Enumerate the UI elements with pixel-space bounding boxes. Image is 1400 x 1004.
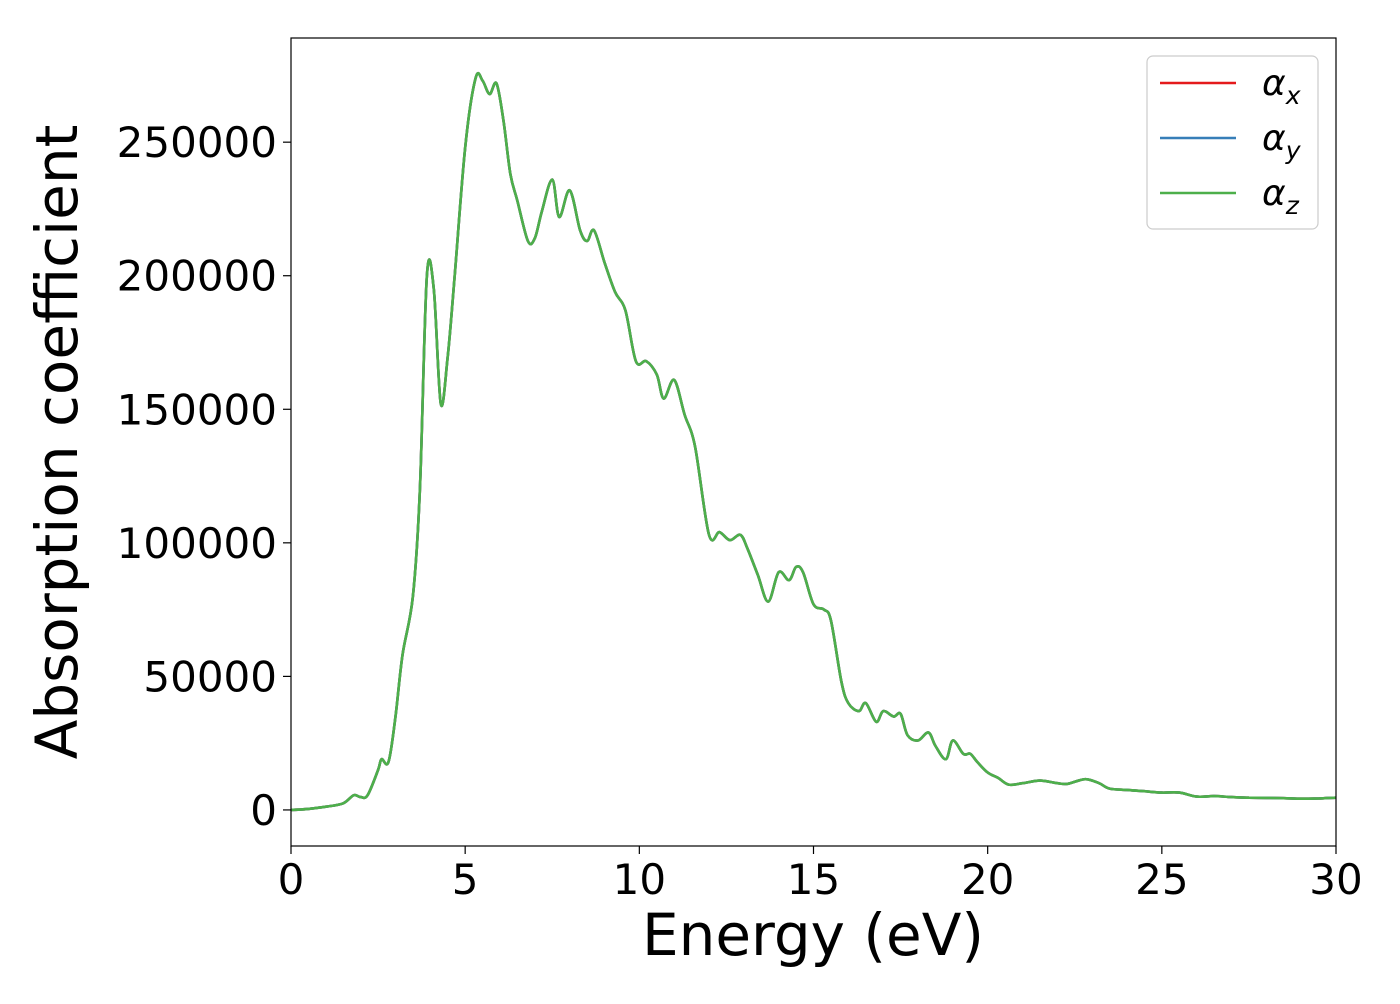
series-line-alpha-z xyxy=(290,72,1337,812)
x-tick-label: 15 xyxy=(787,855,840,904)
series-layer xyxy=(290,72,1337,812)
legend-label-alpha-x: αx xyxy=(1262,63,1301,110)
y-tick-label: 0 xyxy=(250,786,277,835)
x-tick-label: 0 xyxy=(278,855,305,904)
legend-box xyxy=(1146,55,1319,230)
y-tick-label: 50000 xyxy=(143,652,277,701)
y-axis-label: Absorption coefficient xyxy=(23,125,91,760)
legend-label-alpha-z: αz xyxy=(1262,173,1300,220)
y-tick-label: 100000 xyxy=(117,519,277,568)
legend: αx αy αz xyxy=(1146,55,1319,230)
x-tick-label: 20 xyxy=(961,855,1014,904)
y-tick-label: 250000 xyxy=(117,118,277,167)
legend-label-alpha-y: αy xyxy=(1262,118,1302,165)
y-axis-ticks: 0 50000 100000 150000 200000 250000 xyxy=(117,118,291,835)
x-tick-label: 10 xyxy=(613,855,666,904)
x-axis-label: Energy (eV) xyxy=(642,901,984,969)
x-tick-label: 25 xyxy=(1135,855,1188,904)
y-tick-label: 200000 xyxy=(117,252,277,301)
y-tick-label: 150000 xyxy=(117,385,277,434)
x-tick-label: 5 xyxy=(452,855,479,904)
x-axis-ticks: 0 5 10 15 20 25 30 xyxy=(278,846,1363,904)
x-tick-label: 30 xyxy=(1309,855,1362,904)
